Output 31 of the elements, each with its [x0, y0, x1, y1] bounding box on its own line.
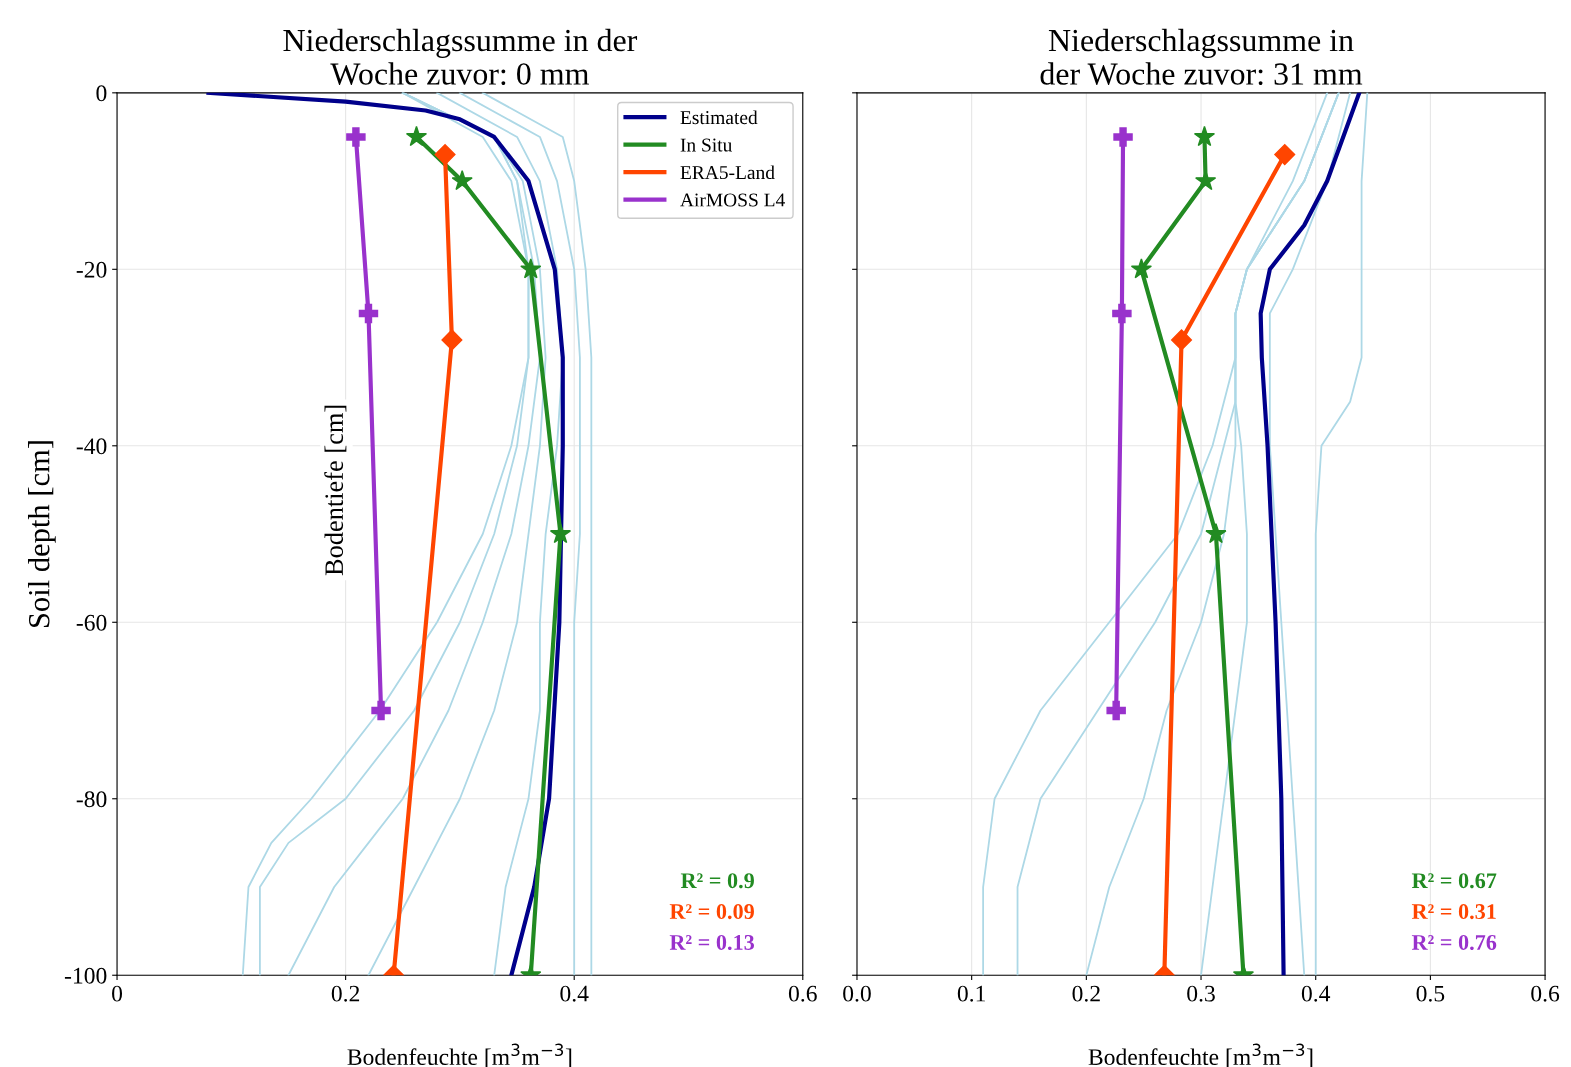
y-tick-label: -40	[76, 438, 107, 455]
annotation: R² = 0.09	[669, 904, 754, 920]
x-tick-label: 0.3	[1187, 985, 1215, 1002]
chart-title: Niederschlagssumme in der Woche zuvor: 31 mm	[1040, 28, 1363, 85]
annotation: R² = 0.67	[1411, 873, 1497, 889]
x-tick-label: 0.1	[957, 985, 985, 1002]
y-tick-label: -100	[64, 967, 107, 984]
y-tick-label: -80	[76, 791, 107, 808]
x-tick-label: 0.6	[1531, 985, 1560, 1002]
x-tick-label: 0.6	[788, 985, 817, 1002]
y-axis-title: Soil depth [cm]	[28, 441, 56, 628]
x-tick-label: 0	[112, 985, 123, 1002]
x-tick-label: 0.5	[1416, 985, 1445, 1002]
legend-label: ERA5-Land	[680, 165, 775, 180]
annotation: R² = 0.31	[1411, 904, 1496, 920]
x-tick-label: 0.2	[331, 985, 360, 1002]
legend-label: In Situ	[680, 138, 733, 152]
x-tick-label: 0.4	[1301, 985, 1331, 1002]
x-tick-label: 0.0	[843, 985, 871, 1002]
annotation: Bodentiefe [cm]	[324, 405, 347, 576]
legend-label: AirMOSS L4	[680, 193, 785, 207]
y-tick-label: -20	[76, 261, 107, 278]
y-tick-label: 0	[96, 85, 107, 102]
annotation: R² = 0.13	[669, 934, 755, 951]
y-tick-label: -60	[76, 614, 107, 631]
legend-label: Estimated	[680, 110, 758, 125]
annotation: R² = 0.9	[680, 873, 754, 889]
annotation: R² = 0.76	[1411, 934, 1497, 951]
chart-title: Niederschlagssumme in der Woche zuvor: 0 mm	[283, 28, 638, 85]
x-tick-label: 0.4	[560, 985, 589, 1002]
x-tick-label: 0.2	[1072, 985, 1100, 1002]
